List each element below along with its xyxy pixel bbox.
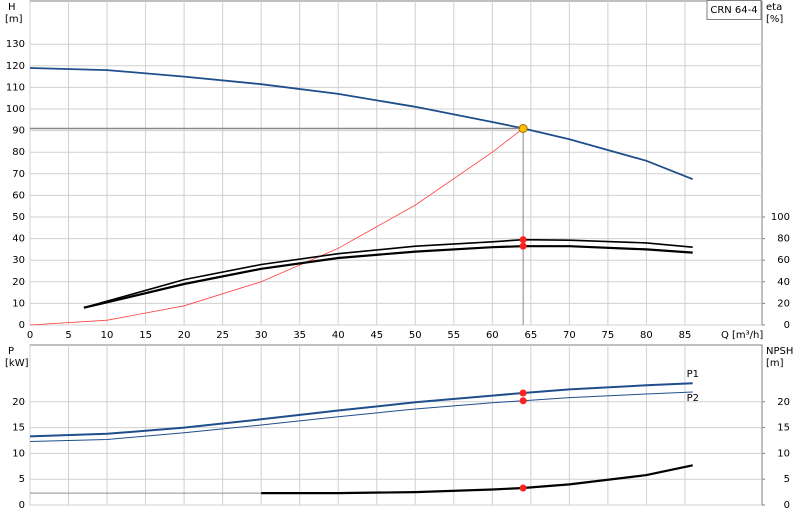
series-label: P2	[687, 393, 699, 404]
y2-tick-label: 10	[777, 448, 790, 459]
x-tick-label: 5	[65, 330, 71, 341]
y2-tick-label: 20	[777, 298, 790, 309]
y-tick-label: 60	[12, 190, 25, 201]
x-tick-label: 60	[486, 330, 499, 341]
y-axis-unit: [m]	[5, 14, 23, 25]
y-tick-label: 70	[12, 169, 25, 180]
y-tick-label: 30	[12, 255, 25, 266]
duty-marker	[519, 236, 527, 244]
label-box	[706, 0, 762, 20]
x-tick-label: 15	[139, 330, 152, 341]
y2-tick-label: 60	[777, 255, 790, 266]
y-tick-label: 110	[6, 82, 25, 93]
y-tick-label: 0	[19, 500, 25, 511]
x-tick-label: 20	[178, 330, 191, 341]
series-line	[29, 382, 693, 438]
y2-tick-label: 5	[784, 474, 790, 485]
duty-marker	[519, 484, 527, 492]
y2-tick-label: 15	[777, 423, 790, 434]
x-tick-label: 50	[409, 330, 422, 341]
y-tick-label: 10	[12, 298, 25, 309]
y-tick-label: 15	[12, 423, 25, 434]
series-label: P1	[687, 369, 699, 380]
x-tick-label: 35	[293, 330, 306, 341]
x-tick-label: 80	[640, 330, 653, 341]
duty-point	[518, 123, 528, 133]
x-tick-label: 55	[447, 330, 460, 341]
series-line	[29, 128, 524, 326]
plot-frame	[29, 344, 763, 506]
x-axis-label: Q [m³/h]	[721, 330, 763, 341]
y-tick-label: 90	[12, 126, 25, 137]
y-tick-label: 10	[12, 448, 25, 459]
y-tick-label: 20	[12, 397, 25, 408]
duty-marker	[519, 397, 527, 405]
y2-axis-unit: [m]	[766, 358, 784, 369]
model-label: CRN 64-4	[710, 5, 757, 16]
x-tick-label: 30	[255, 330, 268, 341]
y-tick-label: 80	[12, 147, 25, 158]
y-axis-unit: [kW]	[5, 358, 29, 369]
x-tick-label: 70	[563, 330, 576, 341]
series-line	[83, 245, 693, 309]
x-tick-label: 10	[101, 330, 114, 341]
x-tick-label: 85	[679, 330, 692, 341]
y2-axis-label: NPSH	[766, 346, 793, 357]
series-line	[29, 391, 693, 442]
plot-frame	[29, 0, 763, 326]
duty-marker	[519, 242, 527, 250]
y-tick-label: 120	[6, 61, 25, 72]
y2-tick-label: 20	[777, 397, 790, 408]
duty-marker	[519, 389, 527, 397]
y2-axis-label: eta	[766, 2, 782, 13]
y2-tick-label: 0	[784, 500, 790, 511]
y-tick-label: 40	[12, 234, 25, 245]
y2-tick-label: 100	[771, 212, 790, 223]
series-line	[261, 464, 693, 495]
x-tick-label: 45	[370, 330, 383, 341]
y-tick-label: 130	[6, 39, 25, 50]
y2-tick-label: 0	[784, 320, 790, 331]
y-tick-label: 50	[12, 212, 25, 223]
series-line	[83, 238, 693, 309]
x-tick-label: 75	[602, 330, 615, 341]
y2-tick-label: 80	[777, 234, 790, 245]
series-line	[29, 67, 694, 181]
x-tick-label: 65	[524, 330, 537, 341]
y2-tick-label: 40	[777, 277, 790, 288]
y-tick-label: 0	[19, 320, 25, 331]
y2-axis-unit: [%]	[766, 14, 783, 25]
x-tick-label: 40	[332, 330, 345, 341]
x-tick-label: 0	[27, 330, 33, 341]
y-axis-label: P	[8, 346, 14, 357]
x-tick-label: 25	[216, 330, 229, 341]
y-tick-label: 5	[19, 474, 25, 485]
y-axis-label: H	[8, 2, 16, 13]
y-tick-label: 20	[12, 277, 25, 288]
y-tick-label: 100	[6, 104, 25, 115]
